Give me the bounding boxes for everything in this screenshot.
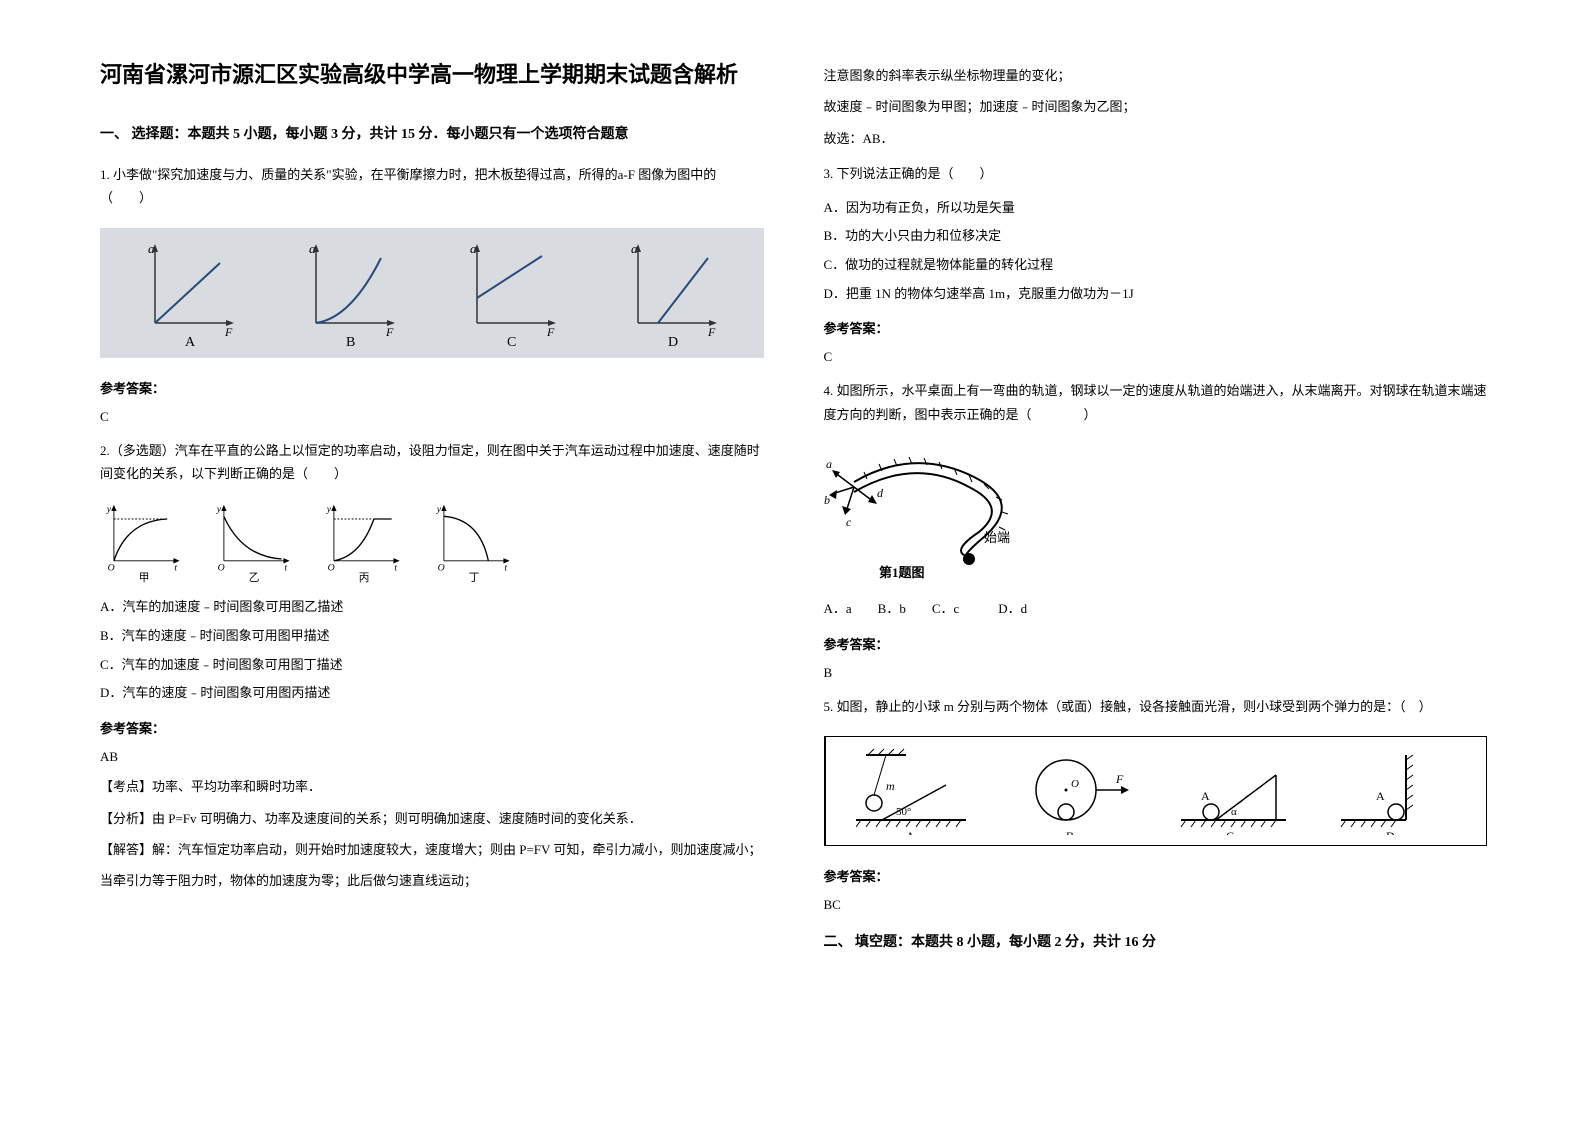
svg-text:甲: 甲 — [139, 574, 150, 584]
q2-analysis-1: 【考点】功率、平均功率和瞬时功率． — [100, 775, 764, 798]
q1-graph-c: a F C — [462, 238, 562, 348]
question-4-text: 4. 如图所示，水平桌面上有一弯曲的轨道，钢球以一定的速度从轨道的始端进入，从末… — [824, 379, 1488, 426]
q2-option-d: D．汽车的速度﹣时间图象可用图丙描述 — [100, 681, 764, 706]
svg-text:b: b — [824, 493, 830, 507]
svg-text:A: A — [185, 335, 196, 348]
q3-option-d: D．把重 1N 的物体匀速举高 1m，克服重力做功为－1J — [824, 282, 1488, 307]
svg-text:乙: 乙 — [249, 573, 260, 584]
q5-answer: BC — [824, 897, 1488, 913]
svg-text:C: C — [1226, 829, 1234, 835]
q1-graph-d: a F D — [623, 238, 723, 348]
q1-graph-container: a F A a F B a F C — [100, 228, 764, 358]
left-column: 河南省漯河市源汇区实验高级中学高一物理上学期期末试题含解析 一、 选择题：本题共… — [100, 60, 764, 963]
q3-option-c: C．做功的过程就是物体能量的转化过程 — [824, 253, 1488, 278]
q2-analysis-7: 故选：AB． — [824, 127, 1488, 150]
question-5-text: 5. 如图，静止的小球 m 分别与两个物体（或面）接触，设各接触面光滑，则小球受… — [824, 695, 1488, 718]
q2-analysis-6: 故速度﹣时间图象为甲图；加速度﹣时间图象为乙图； — [824, 95, 1488, 118]
svg-text:d: d — [877, 486, 884, 500]
q1-graph-b: a F B — [301, 238, 401, 348]
q3-answer-label: 参考答案： — [824, 318, 1488, 337]
q1-answer: C — [100, 409, 764, 425]
q4-answer-label: 参考答案： — [824, 634, 1488, 653]
q4-options: A．a B．b C．c D．d — [824, 597, 1488, 622]
q2-graph-3: y O t 丙 — [320, 503, 410, 583]
svg-text:O: O — [438, 563, 445, 574]
svg-text:t: t — [394, 563, 397, 574]
svg-text:O: O — [218, 563, 225, 574]
svg-text:m: m — [886, 779, 895, 793]
q2-graph-container: y O t 甲 y O t 乙 y — [100, 503, 764, 583]
question-2-text: 2.（多选题）汽车在平直的公路上以恒定的功率启动，设阻力恒定，则在图中关于汽车运… — [100, 439, 764, 486]
svg-text:α: α — [1231, 806, 1237, 818]
svg-text:A: A — [1201, 789, 1210, 803]
q5-diag-b: O F B — [1016, 745, 1136, 835]
section-2-header: 二、 填空题：本题共 8 小题，每小题 2 分，共计 16 分 — [824, 931, 1488, 951]
q3-option-b: B．功的大小只由力和位移决定 — [824, 224, 1488, 249]
q1-answer-label: 参考答案： — [100, 378, 764, 397]
q4-diagram: a b c d 始端 第1题图 — [824, 442, 1488, 587]
q2-option-a: A．汽车的加速度﹣时间图象可用图乙描述 — [100, 595, 764, 620]
q2-analysis-5: 注意图象的斜率表示纵坐标物理量的变化； — [824, 64, 1488, 87]
q2-answer-label: 参考答案： — [100, 718, 764, 737]
svg-text:B: B — [346, 335, 355, 348]
svg-text:y: y — [326, 504, 332, 515]
q5-diag-c: A α C — [1176, 745, 1296, 835]
svg-text:C: C — [507, 335, 516, 348]
q2-analysis-3: 【解答】解：汽车恒定功率启动，则开始时加速度较大，速度增大；则由 P=FV 可知… — [100, 838, 764, 861]
q5-answer-label: 参考答案： — [824, 866, 1488, 885]
q1-graph-a: a F A — [140, 238, 240, 348]
q2-option-b: B．汽车的速度﹣时间图象可用图甲描述 — [100, 624, 764, 649]
q2-graph-2: y O t 乙 — [210, 503, 300, 583]
svg-text:O: O — [328, 563, 335, 574]
question-1-text: 1. 小李做"探究加速度与力、质量的关系"实验，在平衡摩擦力时，把木板垫得过高，… — [100, 163, 764, 210]
svg-text:F: F — [385, 325, 394, 339]
svg-text:A: A — [906, 829, 915, 835]
q5-diagram: m 50° A O F B A α C — [824, 736, 1488, 846]
q2-answer: AB — [100, 749, 764, 765]
q2-option-c: C．汽车的加速度﹣时间图象可用图丁描述 — [100, 653, 764, 678]
svg-text:F: F — [224, 325, 233, 339]
section-1-header: 一、 选择题：本题共 5 小题，每小题 3 分，共计 15 分．每小题只有一个选… — [100, 123, 764, 143]
svg-text:y: y — [436, 504, 442, 515]
svg-text:丙: 丙 — [359, 574, 370, 584]
svg-text:丁: 丁 — [469, 574, 480, 584]
svg-text:a: a — [826, 457, 832, 471]
q5-diag-d: A D — [1336, 745, 1456, 835]
q2-analysis-2: 【分析】由 P=Fv 可明确力、功率及速度间的关系；则可明确加速度、速度随时间的… — [100, 807, 764, 830]
q4-answer: B — [824, 665, 1488, 681]
document-title: 河南省漯河市源汇区实验高级中学高一物理上学期期末试题含解析 — [100, 60, 764, 91]
svg-text:O: O — [1071, 778, 1079, 790]
svg-text:D: D — [1386, 829, 1395, 835]
right-column: 注意图象的斜率表示纵坐标物理量的变化； 故速度﹣时间图象为甲图；加速度﹣时间图象… — [824, 60, 1488, 963]
svg-text:y: y — [216, 504, 222, 515]
svg-text:t: t — [284, 563, 287, 574]
svg-text:F: F — [546, 325, 555, 339]
svg-text:50°: 50° — [896, 806, 911, 818]
svg-text:F: F — [707, 325, 716, 339]
svg-text:F: F — [1115, 772, 1124, 786]
question-3-text: 3. 下列说法正确的是（ ） — [824, 162, 1488, 185]
svg-text:A: A — [1376, 789, 1385, 803]
q2-graph-4: y O t 丁 — [430, 503, 520, 583]
svg-text:始端: 始端 — [984, 530, 1010, 545]
svg-text:D: D — [668, 335, 678, 348]
svg-text:y: y — [106, 504, 112, 515]
svg-text:第1题图: 第1题图 — [879, 565, 925, 580]
q3-option-a: A．因为功有正负，所以功是矢量 — [824, 196, 1488, 221]
svg-text:t: t — [174, 563, 177, 574]
q2-analysis-4: 当牵引力等于阻力时，物体的加速度为零；此后做匀速直线运动； — [100, 869, 764, 892]
svg-text:B: B — [1066, 829, 1074, 835]
svg-text:t: t — [504, 563, 507, 574]
q2-graph-1: y O t 甲 — [100, 503, 190, 583]
svg-text:O: O — [108, 563, 115, 574]
q3-answer: C — [824, 349, 1488, 365]
svg-text:c: c — [846, 515, 852, 529]
q5-diag-a: m 50° A — [856, 745, 976, 835]
